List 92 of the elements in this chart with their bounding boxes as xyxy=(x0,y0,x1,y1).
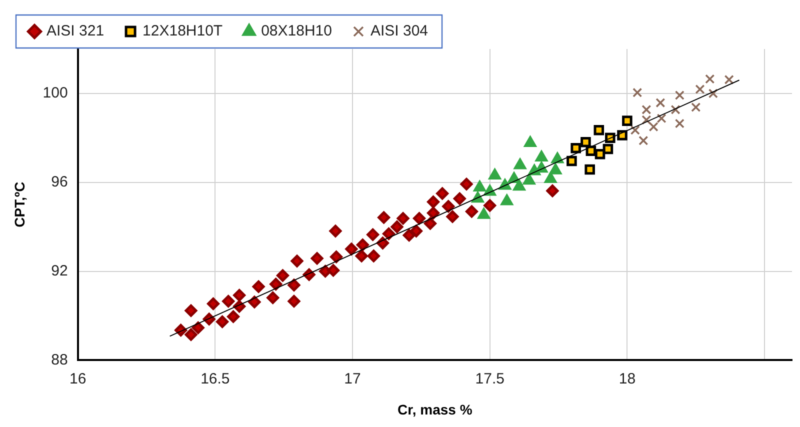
point xyxy=(270,278,282,290)
point xyxy=(396,212,410,225)
point xyxy=(233,289,246,302)
point xyxy=(586,146,596,156)
point xyxy=(382,227,396,240)
point xyxy=(378,211,390,224)
point xyxy=(474,180,486,192)
legend-label: AISI 304 xyxy=(370,22,428,40)
point xyxy=(276,269,289,282)
point xyxy=(222,295,235,308)
point xyxy=(288,295,300,308)
point xyxy=(355,250,368,262)
point xyxy=(566,156,577,166)
y-tick-label: 96 xyxy=(51,174,68,191)
point xyxy=(630,125,640,135)
point xyxy=(544,172,557,184)
y-tick-label: 92 xyxy=(51,262,68,280)
point xyxy=(500,194,513,206)
point xyxy=(691,102,701,112)
point xyxy=(424,217,436,230)
point xyxy=(594,149,606,160)
point xyxy=(427,196,440,208)
x-tick-label: 17 xyxy=(344,370,361,388)
point xyxy=(288,278,300,292)
point xyxy=(192,321,204,334)
point xyxy=(310,252,324,265)
point xyxy=(252,280,265,293)
point xyxy=(656,98,666,108)
point xyxy=(366,228,380,241)
point xyxy=(705,74,715,84)
point xyxy=(436,187,449,200)
x-axis-title: Cr, mass % xyxy=(398,401,473,418)
x-tick-label: 17.5 xyxy=(475,370,504,388)
x-tick-label: 16 xyxy=(69,370,86,388)
point xyxy=(465,205,478,218)
point xyxy=(488,168,501,180)
point xyxy=(580,137,591,148)
point xyxy=(345,242,358,256)
point xyxy=(546,184,559,198)
point xyxy=(413,212,426,225)
point xyxy=(484,199,496,212)
point xyxy=(724,74,734,84)
point xyxy=(602,144,614,154)
point xyxy=(427,206,440,220)
legend-label: 08X18H10 xyxy=(261,22,332,40)
point xyxy=(549,164,562,174)
point xyxy=(453,192,466,205)
x-tick-label: 18 xyxy=(618,370,636,388)
point xyxy=(513,180,526,191)
point xyxy=(570,143,581,154)
point xyxy=(460,178,473,190)
point xyxy=(402,229,416,242)
point xyxy=(478,208,490,219)
point xyxy=(290,254,304,268)
point xyxy=(367,250,380,262)
legend-label: AISI 321 xyxy=(46,22,104,40)
point xyxy=(632,88,642,98)
point xyxy=(535,150,548,162)
point xyxy=(594,124,604,136)
point xyxy=(184,328,198,341)
point xyxy=(656,114,666,124)
point xyxy=(266,291,280,304)
point xyxy=(248,296,261,308)
point xyxy=(330,250,343,264)
point xyxy=(446,210,459,223)
point xyxy=(184,304,198,317)
point xyxy=(390,220,404,234)
point xyxy=(674,90,684,100)
point xyxy=(410,224,422,238)
point xyxy=(206,297,220,310)
point xyxy=(638,136,648,146)
point xyxy=(329,224,342,238)
point xyxy=(648,122,658,132)
point xyxy=(670,104,680,114)
point xyxy=(227,310,240,323)
point xyxy=(708,88,718,98)
point xyxy=(584,164,595,175)
point xyxy=(327,264,340,277)
point xyxy=(674,118,684,128)
point xyxy=(695,84,705,94)
point xyxy=(514,158,526,170)
point xyxy=(442,200,455,213)
y-tick-label: 88 xyxy=(51,351,68,368)
point xyxy=(524,136,536,148)
point xyxy=(523,174,536,185)
x-tick-label: 16.5 xyxy=(200,370,230,388)
point xyxy=(622,116,632,126)
point xyxy=(356,238,369,252)
y-axis-title: CPT,ºC xyxy=(11,182,28,228)
point xyxy=(216,315,229,328)
y-tick-label: 100 xyxy=(42,84,68,102)
legend-label: 12X18H10T xyxy=(142,22,223,40)
